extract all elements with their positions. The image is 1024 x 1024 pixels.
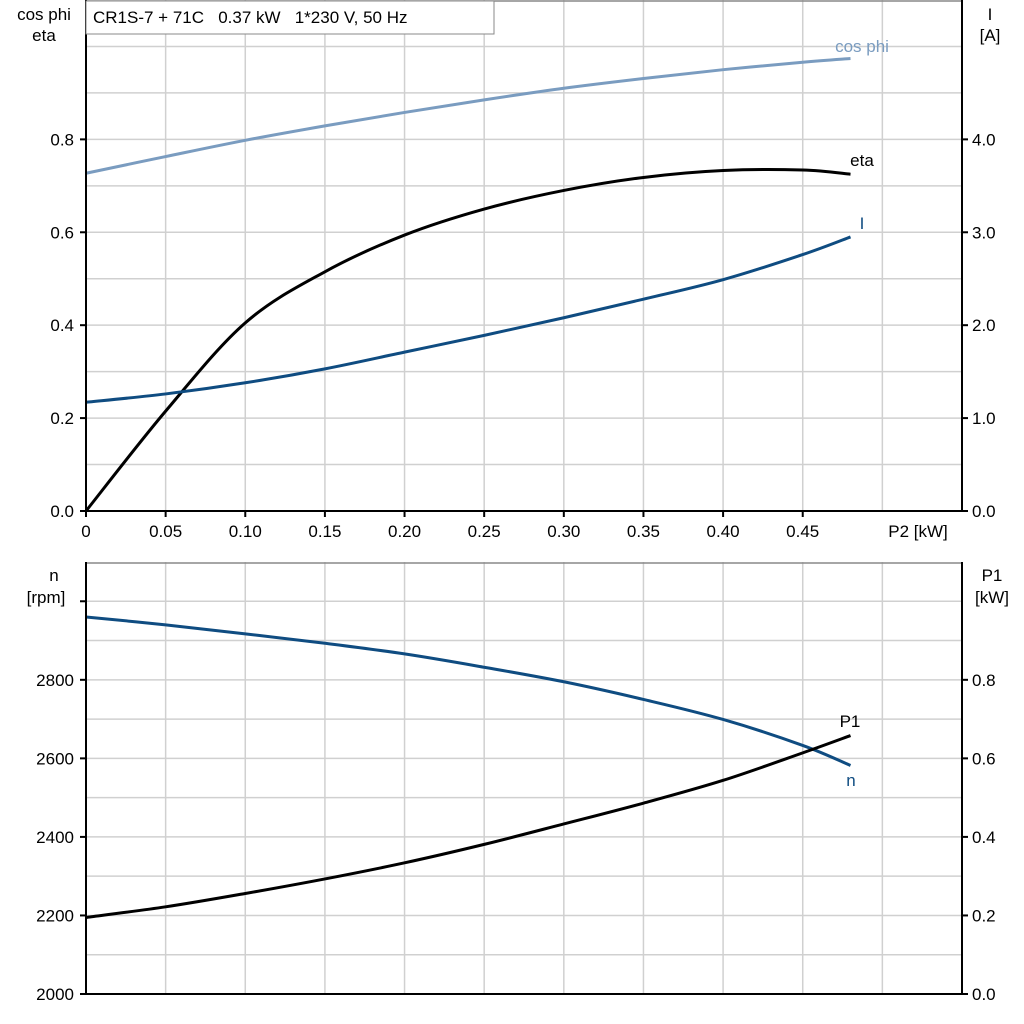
left-tick-label: 0.4 [50,316,74,335]
right-tick-label: 0.0 [972,985,996,1004]
right-tick-label: 1.0 [972,409,996,428]
right-tick-label: 0.6 [972,749,996,768]
left-tick-label: 2400 [36,828,74,847]
x-tick-label: 0 [81,522,90,541]
right-tick-label: 4.0 [972,130,996,149]
title-box [85,0,495,35]
x-tick-label: 0.40 [707,522,740,541]
series-label-p1: P1 [840,712,861,731]
top-left-axis-label-2: eta [32,26,56,45]
bottom-chart-grid [86,562,962,994]
x-tick-label: 0.20 [388,522,421,541]
right-tick-label: 0.2 [972,906,996,925]
left-tick-label: 0.6 [50,223,74,242]
series-label-eta: eta [850,151,874,170]
left-tick-label: 2000 [36,985,74,1004]
x-tick-label: 0.05 [149,522,182,541]
bottom-right-axis-label-1: P1 [982,566,1003,585]
series-line-n [85,615,852,767]
x-tick-label: 0.45 [786,522,819,541]
tick-labels: 0.0 0.2 0.4 0.6 0.8 0.0 1.0 2.0 3.0 4.0 0 0.05 0.10 0… [36,130,995,1004]
chart-title: CR1S-7 + 71C 0.37 kW 1*230 V, 50 Hz [93,8,408,27]
series-label-cos-phi: cos phi [835,37,889,56]
series-label-n: n [846,771,855,790]
x-tick-label: 0.35 [627,522,660,541]
x-tick-label: 0.25 [468,522,501,541]
left-tick-label: 0.0 [50,502,74,521]
left-tick-label: 2200 [36,906,74,925]
series-line-p1 [85,734,852,919]
series-line-cos-phi [85,57,851,175]
bottom-left-axis-label-2: [rpm] [27,588,66,607]
left-tick-label: 0.2 [50,409,74,428]
top-left-axis-label-1: cos phi [17,5,71,24]
left-tick-label: 0.8 [50,130,74,149]
left-tick-label: 2800 [36,671,74,690]
right-tick-label: 2.0 [972,316,996,335]
x-tick-label: 0.15 [308,522,341,541]
left-tick-label: 2600 [36,749,74,768]
top-right-axis-label-2: [A] [980,26,1001,45]
x-axis-label: P2 [kW] [888,522,948,541]
right-tick-label: 0.4 [972,828,996,847]
series-line-eta [84,168,851,512]
frames [85,0,963,995]
right-tick-label: 0.0 [972,502,996,521]
x-tick-label: 0.10 [229,522,262,541]
bottom-left-axis-label-1: n [49,566,58,585]
curves [84,57,852,919]
right-tick-label: 3.0 [972,223,996,242]
series-line-i [85,235,852,404]
top-chart-grid [86,0,962,511]
bottom-right-axis-label-2: [kW] [975,588,1009,607]
series-label-i: I [860,214,865,233]
x-tick-label: 0.30 [547,522,580,541]
right-tick-label: 0.8 [972,671,996,690]
top-right-axis-label-1: I [988,5,993,24]
